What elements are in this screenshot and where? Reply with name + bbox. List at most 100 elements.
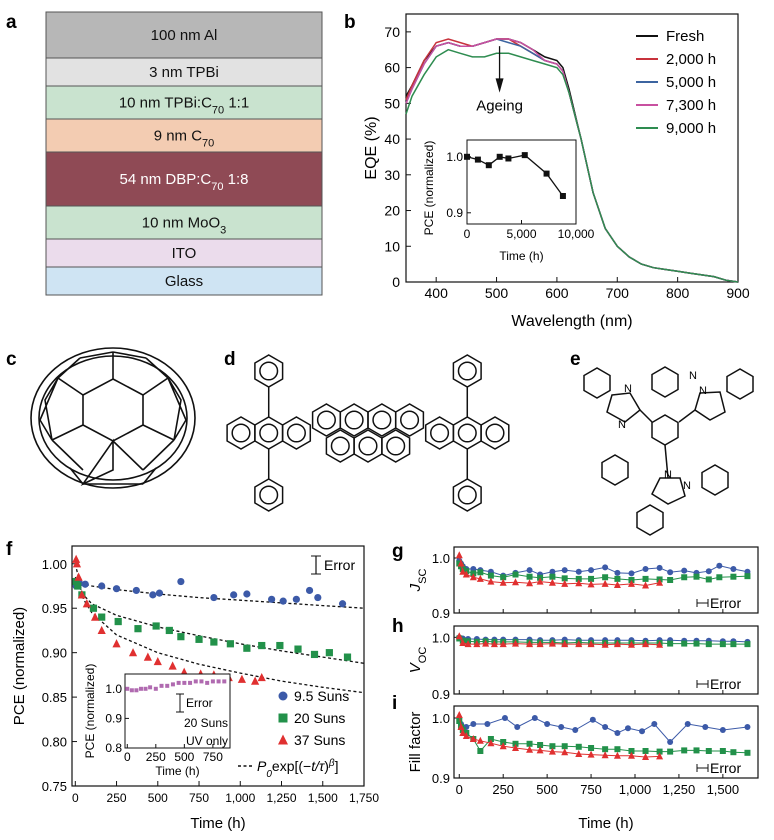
data-point [588, 575, 595, 582]
inset-x-tick-label: 0 [464, 227, 471, 241]
inset-x-tick-label: 10,000 [558, 227, 595, 241]
data-point [730, 566, 737, 572]
data-point [575, 579, 583, 587]
data-point [143, 652, 152, 661]
data-point [575, 568, 582, 575]
data-point [548, 639, 556, 647]
data-point [705, 748, 712, 754]
data-point [744, 724, 751, 730]
data-point [549, 573, 556, 580]
data-point [561, 748, 569, 756]
bond [664, 444, 669, 479]
stack-layer-label: 3 nm TPBi [149, 64, 219, 81]
data-point [501, 715, 508, 721]
data-point [744, 749, 751, 756]
data-point [89, 604, 98, 612]
data-point [77, 590, 86, 599]
legend-label: 37 Suns [294, 732, 345, 748]
data-point [279, 597, 287, 605]
data-point [531, 715, 538, 721]
data-point [667, 748, 674, 755]
panel-label-b: b [344, 12, 356, 33]
data-point [681, 574, 688, 581]
benzo-ring [583, 367, 611, 399]
data-point [602, 564, 609, 571]
data-point [149, 591, 157, 599]
x-tick-label: 1,750 [349, 791, 379, 805]
nitrogen-label: N [699, 385, 707, 397]
aromatic-circle [286, 423, 306, 443]
data-point [455, 551, 463, 559]
y-tick-label: 0.75 [42, 779, 67, 794]
data-point [499, 742, 507, 750]
data-point [730, 641, 737, 648]
central-ring [651, 414, 679, 446]
data-point [276, 641, 284, 650]
data-point [98, 582, 106, 590]
error-label: Error [710, 760, 741, 776]
aromatic-circle [259, 423, 279, 443]
data-point [614, 746, 621, 753]
fit-curve [74, 576, 365, 664]
x-tick-label: 500 [485, 285, 509, 301]
inset-point [165, 683, 170, 688]
stack-layer-label: 9 nm C70 [154, 128, 215, 150]
data-point [575, 743, 582, 750]
inset-x-tick-label: 5,000 [506, 227, 536, 241]
legend-marker [278, 713, 288, 723]
data-point [82, 599, 91, 608]
ring [311, 403, 342, 437]
device-stack: 100 nm Al 3 nm TPBi 10 nm TPBi:C70 1:1 9 nm… [45, 11, 323, 296]
x-tick-label: 0 [72, 791, 79, 805]
data-point [459, 639, 467, 646]
data-point [561, 575, 568, 582]
data-point [462, 732, 470, 739]
inset-y-axis-label: PCE (normalized) [83, 664, 97, 759]
aromatic-circle [330, 436, 350, 456]
data-point [613, 751, 621, 759]
inset-x-tick-label: 500 [174, 750, 194, 764]
ring [381, 429, 411, 463]
data-point [230, 591, 238, 599]
data-point [719, 748, 726, 754]
plot-frame [405, 13, 739, 283]
inset-point [505, 155, 512, 162]
data-point [134, 625, 142, 633]
data-point [601, 640, 609, 648]
data-point [526, 640, 534, 648]
stack-layer-label: 54 nm DBP:C70 1:8 [120, 171, 249, 193]
inset-point [125, 686, 130, 691]
ring [226, 416, 256, 450]
x-tick-label: 1,000 [619, 782, 652, 797]
data-point [575, 750, 583, 757]
stack-layer [45, 11, 323, 59]
data-point [744, 573, 751, 580]
inset-frame [466, 139, 577, 225]
y-tick-label: 0.95 [42, 601, 67, 616]
aromatic-circle [259, 361, 279, 381]
data-point [487, 736, 494, 742]
error-label: Error [324, 557, 355, 573]
data-point [587, 580, 595, 588]
panel-label-d: d [224, 349, 236, 370]
data-point [112, 585, 121, 593]
data-point [168, 661, 177, 670]
y-tick-label: 30 [384, 167, 400, 183]
data-point [602, 724, 609, 730]
data-point [155, 589, 164, 597]
data-point [257, 672, 266, 682]
inset-point [485, 162, 492, 169]
imidazole-ring [694, 391, 726, 421]
bond [639, 409, 653, 423]
data-point [195, 635, 203, 643]
inset-y-tick-label: 0.9 [446, 206, 463, 220]
inset-y-tick-label: 0.8 [105, 741, 122, 755]
series-line [405, 48, 739, 283]
data-point [642, 753, 650, 760]
ring [254, 416, 284, 450]
data-point [459, 567, 467, 575]
inset-y-tick-label: 1.0 [105, 682, 122, 696]
data-point [526, 573, 533, 580]
inset-y-axis-label: PCE (normalized) [422, 141, 436, 236]
aromatic-circle [386, 436, 406, 456]
